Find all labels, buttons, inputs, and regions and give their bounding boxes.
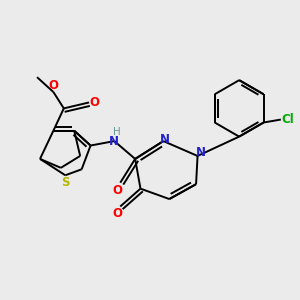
Text: O: O xyxy=(112,207,122,220)
Text: N: N xyxy=(160,133,170,146)
Text: N: N xyxy=(109,135,119,148)
Text: Cl: Cl xyxy=(281,113,294,126)
Text: O: O xyxy=(48,79,59,92)
Text: O: O xyxy=(112,184,122,196)
Text: S: S xyxy=(61,176,70,189)
Text: H: H xyxy=(113,127,121,137)
Text: O: O xyxy=(89,96,99,109)
Text: N: N xyxy=(196,146,206,160)
